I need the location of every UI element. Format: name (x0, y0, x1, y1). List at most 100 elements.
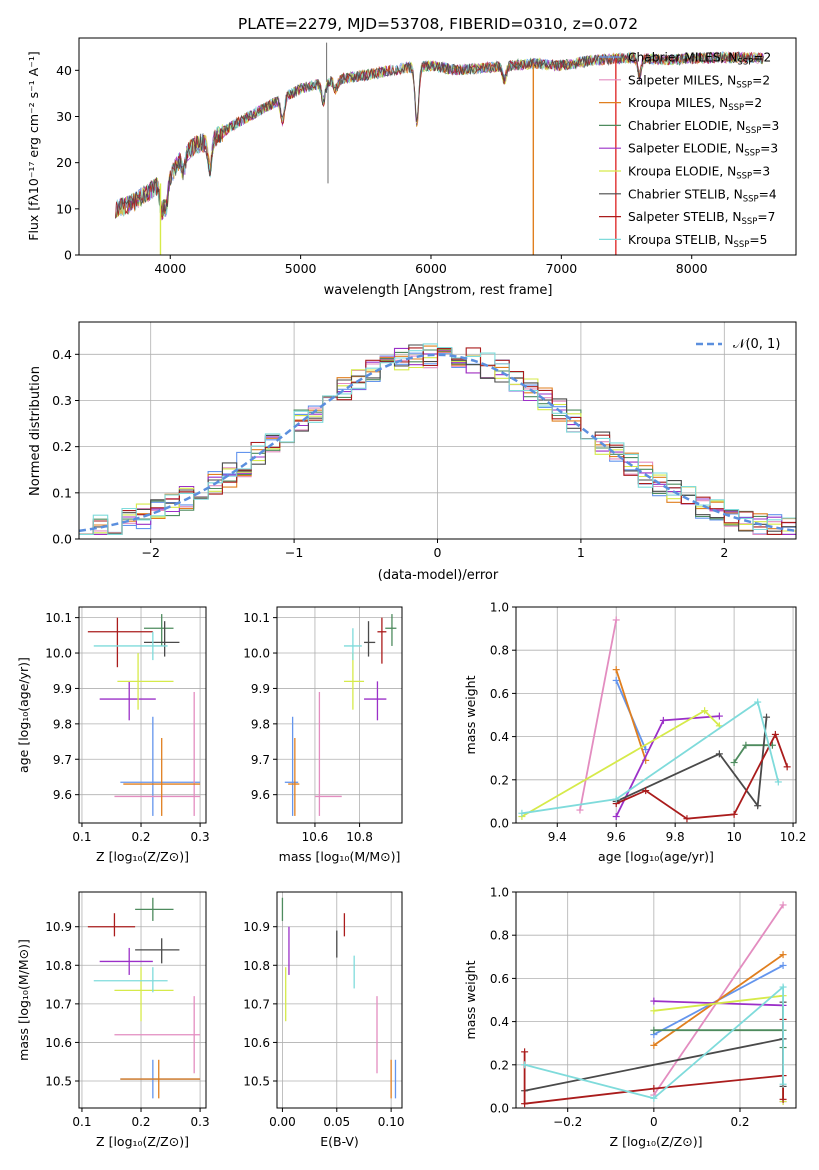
y-tick-label: 1.0 (490, 886, 509, 900)
weight-line (615, 732, 789, 820)
y-tick-label: 0.8 (490, 644, 509, 658)
axes-frame (276, 606, 403, 824)
x-tick-label: 9.8 (666, 830, 685, 844)
axis-label: mass [log₁₀(M/M⊙)] (16, 939, 31, 1061)
x-tick-label: 9.4 (548, 830, 567, 844)
spectrum-panel: 4000 5000 6000 7000 8000 0 10 20 30 40 Chabrier M… (26, 37, 797, 298)
x-axis-label: Z [log₁₀(Z/Z⊙)] (96, 849, 189, 864)
x-tick-label: 0.10 (378, 1115, 405, 1129)
mass-vs-Z-panel: 0.1 0.2 0.3 10.5 10.6 10.7 10.8 10.9 Z [log₁₀(Z/… (16, 891, 210, 1149)
age-vs-Z-panel: 0.1 0.2 0.3 9.6 9.7 9.8 9.9 10.0 10.1 Z [log₁₀(Z/… (16, 606, 210, 864)
x-axis-label: age [log₁₀(age/yr)] (598, 849, 714, 864)
legend-label: Salpeter ELODIE, NSSP=3 (628, 142, 778, 159)
spectrum-curves (115, 42, 764, 255)
x-tick-label: 10.8 (346, 830, 373, 844)
weight-line (615, 669, 647, 761)
x-tick-label: 1 (577, 545, 585, 560)
weight-vs-age-panel: 9.4 9.6 9.8 10 10.2 0.0 0.2 0.4 0.6 0.8 1.0 age [lo… (463, 601, 806, 865)
spectrum-line (115, 51, 764, 220)
axis-label: mass weight (463, 960, 478, 1039)
weight-line (521, 700, 780, 815)
legend-label: Chabrier MILES, NSSP=2 (628, 51, 771, 68)
y-tick-label: 10.1 (45, 611, 72, 625)
y-tick-label: 0.2 (490, 1058, 509, 1072)
histogram-xlabel: (data-model)/error (378, 568, 499, 583)
x-tick-label: 0.3 (191, 830, 210, 844)
y-tick-label: 10.8 (45, 959, 72, 973)
x-tick-label: 0.3 (191, 1115, 210, 1129)
y-tick-label: 10.1 (243, 611, 270, 625)
y-tick-label: 10.9 (243, 920, 270, 934)
figure-title: PLATE=2279, MJD=53708, FIBERID=0310, z=0… (238, 15, 638, 33)
y-tick-label: 10.6 (45, 1036, 72, 1050)
x-tick-label: 4000 (154, 261, 186, 276)
x-axis-label: mass [log₁₀(M/M⊙)] (279, 849, 401, 864)
spectrum-xlabel: wavelength [Angstrom, rest frame] (324, 283, 553, 298)
x-tick-label: −1 (285, 545, 303, 560)
y-tick-label: 10.0 (243, 647, 270, 661)
y-tick-label: 10.7 (243, 997, 270, 1011)
x-tick-label: −2 (141, 545, 159, 560)
x-tick-label: 0.1 (72, 1115, 91, 1129)
y-tick-label: 0.4 (52, 347, 72, 362)
y-tick-label: 10.0 (45, 647, 72, 661)
mass-vs-EBV-panel: 0.00 0.05 0.10 10.5 10.6 10.7 10.8 10.9 E(B-V) (243, 891, 405, 1149)
legend-label: Chabrier ELODIE, NSSP=3 (628, 119, 779, 136)
x-tick-label: 0.00 (269, 1115, 296, 1129)
x-tick-label: 0.2 (730, 1115, 749, 1129)
weight-line (521, 709, 721, 818)
y-tick-label: 9.9 (251, 682, 270, 696)
y-tick-label: 9.6 (251, 788, 270, 802)
weight-line (615, 717, 768, 809)
x-tick-label: 0.2 (131, 830, 150, 844)
y-tick-label: 0.8 (490, 929, 509, 943)
x-tick-label: 6000 (415, 261, 447, 276)
y-tick-label: 9.8 (251, 717, 270, 731)
histogram-series (79, 343, 796, 535)
y-tick-label: 0.2 (490, 773, 509, 787)
y-tick-label: 10 (56, 201, 72, 216)
y-tick-label: 0.0 (52, 532, 72, 547)
weight-line (579, 619, 618, 811)
x-tick-label: 10.6 (302, 830, 329, 844)
y-tick-label: 10.7 (45, 997, 72, 1011)
y-tick-label: 20 (56, 155, 72, 170)
spectrum-axes: 4000 5000 6000 7000 8000 0 10 20 30 40 (56, 37, 797, 276)
histogram-bars (78, 343, 797, 535)
y-tick-label: 9.6 (53, 788, 72, 802)
axes-frame (515, 891, 797, 1109)
y-tick-label: 10.9 (45, 920, 72, 934)
x-axis-label: Z [log₁₀(Z/Z⊙)] (96, 1134, 189, 1149)
age-vs-mass-panel: 10.6 10.8 9.6 9.7 9.8 9.9 10.0 10.1 mass [log₁₀(… (243, 606, 403, 864)
axes-frame (276, 891, 403, 1109)
y-tick-label: 0.3 (52, 393, 72, 408)
weight-line (653, 994, 784, 1102)
x-axis-label: Z [log₁₀(Z/Z⊙)] (610, 1134, 703, 1149)
y-tick-label: 9.8 (53, 717, 72, 731)
normal-curve (78, 353, 797, 533)
y-tick-label: 0.6 (490, 687, 509, 701)
histogram-ylabel: Normed distribution (28, 366, 43, 496)
y-tick-label: 0 (64, 248, 72, 263)
y-tick-label: 9.7 (251, 753, 270, 767)
y-tick-label: 0.2 (52, 439, 72, 454)
axes-frame (78, 606, 207, 824)
x-tick-label: 0.1 (72, 830, 91, 844)
axes-frame (78, 891, 207, 1109)
axes-frame (515, 606, 797, 824)
y-tick-label: 0.4 (490, 730, 509, 744)
x-tick-label: −0.2 (553, 1115, 582, 1129)
legend-label: Kroupa ELODIE, NSSP=3 (628, 165, 770, 182)
y-tick-label: 9.7 (53, 753, 72, 767)
legend-label: Chabrier STELIB, NSSP=4 (628, 187, 777, 204)
spectrum-ylabel: Flux [fλ10⁻¹⁷ erg cm⁻² s⁻¹ A⁻¹] (26, 51, 41, 240)
legend-label: Salpeter STELIB, NSSP=7 (628, 210, 775, 227)
y-tick-label: 0.1 (52, 485, 72, 500)
x-tick-label: 9.6 (607, 830, 626, 844)
x-tick-label: 10.2 (780, 830, 807, 844)
weight-line (733, 744, 773, 764)
y-tick-label: 0.4 (490, 1015, 509, 1029)
weight-line (524, 985, 784, 1100)
axis-label: mass weight (463, 675, 478, 754)
x-tick-label: 0.2 (131, 1115, 150, 1129)
